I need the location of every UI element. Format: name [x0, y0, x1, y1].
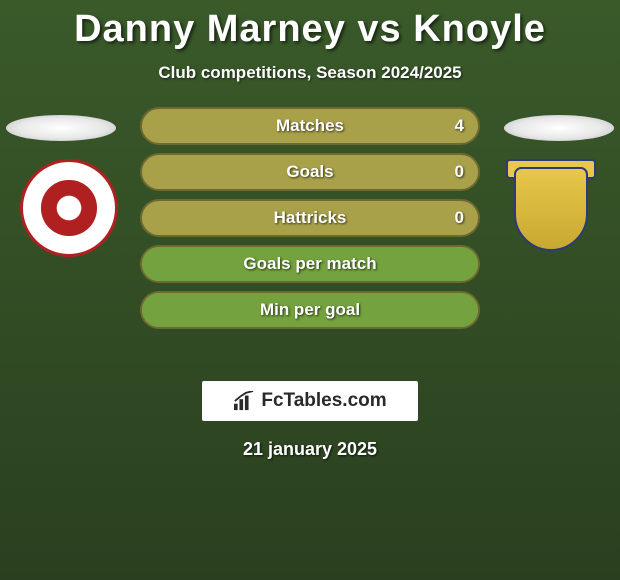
stat-bar: Matches4 [140, 107, 480, 145]
club-crest-right [502, 159, 600, 257]
branding-box: FcTables.com [202, 381, 418, 421]
stat-bar: Hattricks0 [140, 199, 480, 237]
stat-bar-label: Min per goal [142, 300, 478, 320]
player-left-marker [6, 115, 116, 141]
stat-bar: Goals per match [140, 245, 480, 283]
stat-bar-label: Matches [142, 116, 478, 136]
stat-bar-right-value: 0 [455, 208, 464, 228]
snapshot-date: 21 january 2025 [0, 439, 620, 460]
comparison-panel: Matches4Goals0Hattricks0Goals per matchM… [0, 107, 620, 367]
stat-bar-right-value: 0 [455, 162, 464, 182]
page-title: Danny Marney vs Knoyle [0, 0, 620, 51]
crest-left-icon [20, 159, 118, 257]
chart-icon [233, 391, 255, 411]
player-right-marker [504, 115, 614, 141]
stat-bar-label: Hattricks [142, 208, 478, 228]
stat-bar-label: Goals per match [142, 254, 478, 274]
stat-bar: Goals0 [140, 153, 480, 191]
stat-bars: Matches4Goals0Hattricks0Goals per matchM… [140, 107, 480, 329]
stat-bar-label: Goals [142, 162, 478, 182]
subtitle: Club competitions, Season 2024/2025 [0, 63, 620, 83]
club-crest-left [20, 159, 118, 257]
branding-text: FcTables.com [261, 390, 386, 412]
stat-bar-right-value: 4 [455, 116, 464, 136]
stat-bar: Min per goal [140, 291, 480, 329]
crest-right-icon [502, 159, 600, 257]
